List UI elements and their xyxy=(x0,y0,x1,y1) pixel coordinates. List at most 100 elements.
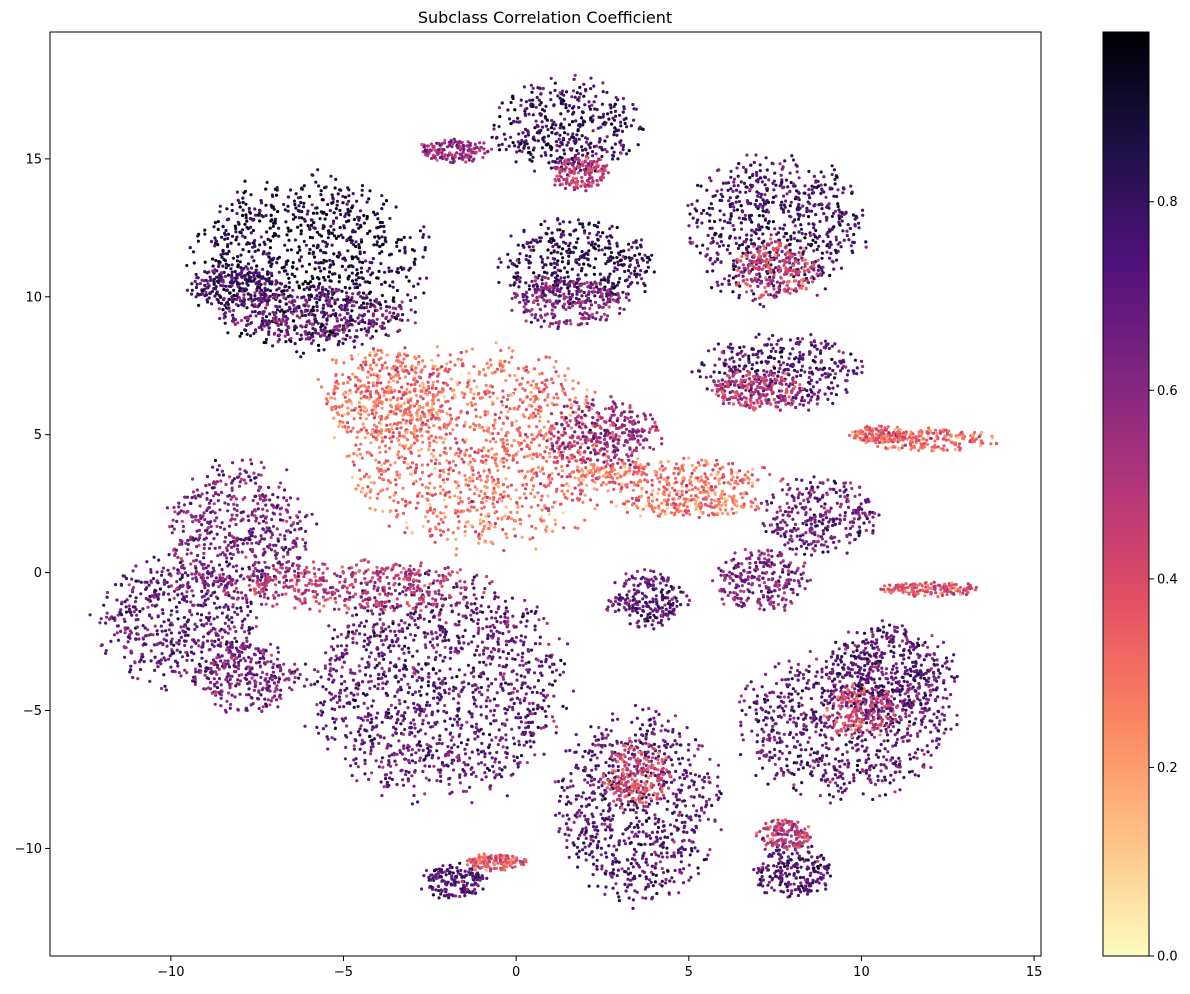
scatter-point xyxy=(380,293,384,298)
scatter-point xyxy=(359,266,364,270)
scatter-point xyxy=(561,229,565,234)
scatter-point xyxy=(543,219,547,223)
scatter-point xyxy=(803,184,807,188)
scatter-point xyxy=(801,251,805,255)
scatter-point xyxy=(797,217,801,221)
scatter-point xyxy=(562,266,567,270)
scatter-point xyxy=(822,212,826,216)
scatter-point xyxy=(633,266,637,270)
scatter-point xyxy=(234,302,238,306)
scatter-point xyxy=(729,212,733,216)
scatter-point xyxy=(510,296,514,301)
scatter-point xyxy=(222,287,226,292)
scatter-point xyxy=(345,325,349,329)
scatter-point xyxy=(194,272,198,277)
scatter-point xyxy=(756,384,760,388)
scatter-point xyxy=(468,425,472,429)
scatter-point xyxy=(285,272,289,276)
scatter-point xyxy=(255,288,259,293)
scatter-point xyxy=(262,250,266,254)
scatter-point xyxy=(540,120,544,124)
scatter-point xyxy=(824,343,829,347)
scatter-point xyxy=(216,227,220,231)
scatter-point xyxy=(757,265,761,269)
scatter-point xyxy=(365,293,369,297)
scatter-point xyxy=(319,269,323,273)
scatter-point xyxy=(368,298,372,302)
scatter-point xyxy=(412,284,416,288)
scatter-point xyxy=(520,138,524,143)
scatter-point xyxy=(735,283,739,287)
scatter-point xyxy=(519,141,523,145)
scatter-point xyxy=(820,256,824,260)
scatter-point xyxy=(744,185,748,189)
scatter-point xyxy=(324,287,328,292)
scatter-point xyxy=(736,398,740,402)
scatter-point xyxy=(723,371,727,375)
scatter-point xyxy=(748,187,752,192)
scatter-point xyxy=(350,279,355,283)
scatter-point xyxy=(421,235,425,239)
scatter-point xyxy=(515,120,519,124)
scatter-point xyxy=(745,278,749,282)
scatter-point xyxy=(563,131,567,135)
scatter-point xyxy=(262,310,266,314)
scatter-point xyxy=(346,207,350,211)
scatter-point xyxy=(798,239,802,243)
scatter-point xyxy=(468,460,473,464)
scatter-point xyxy=(589,184,594,188)
scatter-point xyxy=(465,448,469,452)
scatter-point xyxy=(723,358,728,362)
scatter-point xyxy=(445,412,449,416)
scatter-point xyxy=(837,208,841,212)
scatter-point xyxy=(298,195,303,199)
scatter-point xyxy=(818,351,823,355)
scatter-point xyxy=(794,259,798,263)
scatter-point xyxy=(353,319,357,323)
scatter-point xyxy=(366,328,370,333)
scatter-point xyxy=(556,228,560,232)
scatter-point xyxy=(566,109,570,113)
scatter-point xyxy=(466,140,470,144)
scatter-point xyxy=(564,181,568,186)
scatter-point xyxy=(252,298,256,302)
scatter-point xyxy=(442,141,447,145)
scatter-point xyxy=(779,173,783,177)
scatter-point xyxy=(328,279,332,283)
scatter-point xyxy=(258,297,262,302)
scatter-point xyxy=(219,253,223,257)
scatter-point xyxy=(478,396,482,400)
scatter-point xyxy=(365,333,369,337)
scatter-point xyxy=(567,254,571,258)
scatter-point xyxy=(417,454,421,458)
scatter-point xyxy=(354,390,358,394)
scatter-point xyxy=(441,441,445,445)
scatter-point xyxy=(708,258,712,262)
scatter-point xyxy=(739,378,744,382)
scatter-point xyxy=(807,350,812,354)
scatter-point xyxy=(400,300,404,304)
scatter-point xyxy=(350,323,354,327)
scatter-point xyxy=(261,316,265,320)
scatter-point xyxy=(431,380,435,384)
scatter-point xyxy=(546,128,550,132)
scatter-point xyxy=(226,306,230,310)
scatter-point xyxy=(534,119,538,123)
scatter-point xyxy=(600,248,604,252)
scatter-point xyxy=(314,319,318,323)
scatter-point xyxy=(408,266,412,270)
scatter-point xyxy=(811,358,815,363)
scatter-point xyxy=(835,194,839,199)
scatter-point xyxy=(204,290,208,294)
scatter-point xyxy=(518,252,522,256)
scatter-point xyxy=(245,332,249,336)
scatter-point xyxy=(777,290,781,294)
scatter-point xyxy=(235,235,239,239)
scatter-point xyxy=(562,148,566,152)
scatter-point xyxy=(492,127,496,131)
scatter-point xyxy=(405,526,409,530)
scatter-point xyxy=(544,281,548,285)
scatter-point xyxy=(646,265,651,269)
scatter-point xyxy=(343,195,348,199)
scatter-point xyxy=(518,300,522,304)
